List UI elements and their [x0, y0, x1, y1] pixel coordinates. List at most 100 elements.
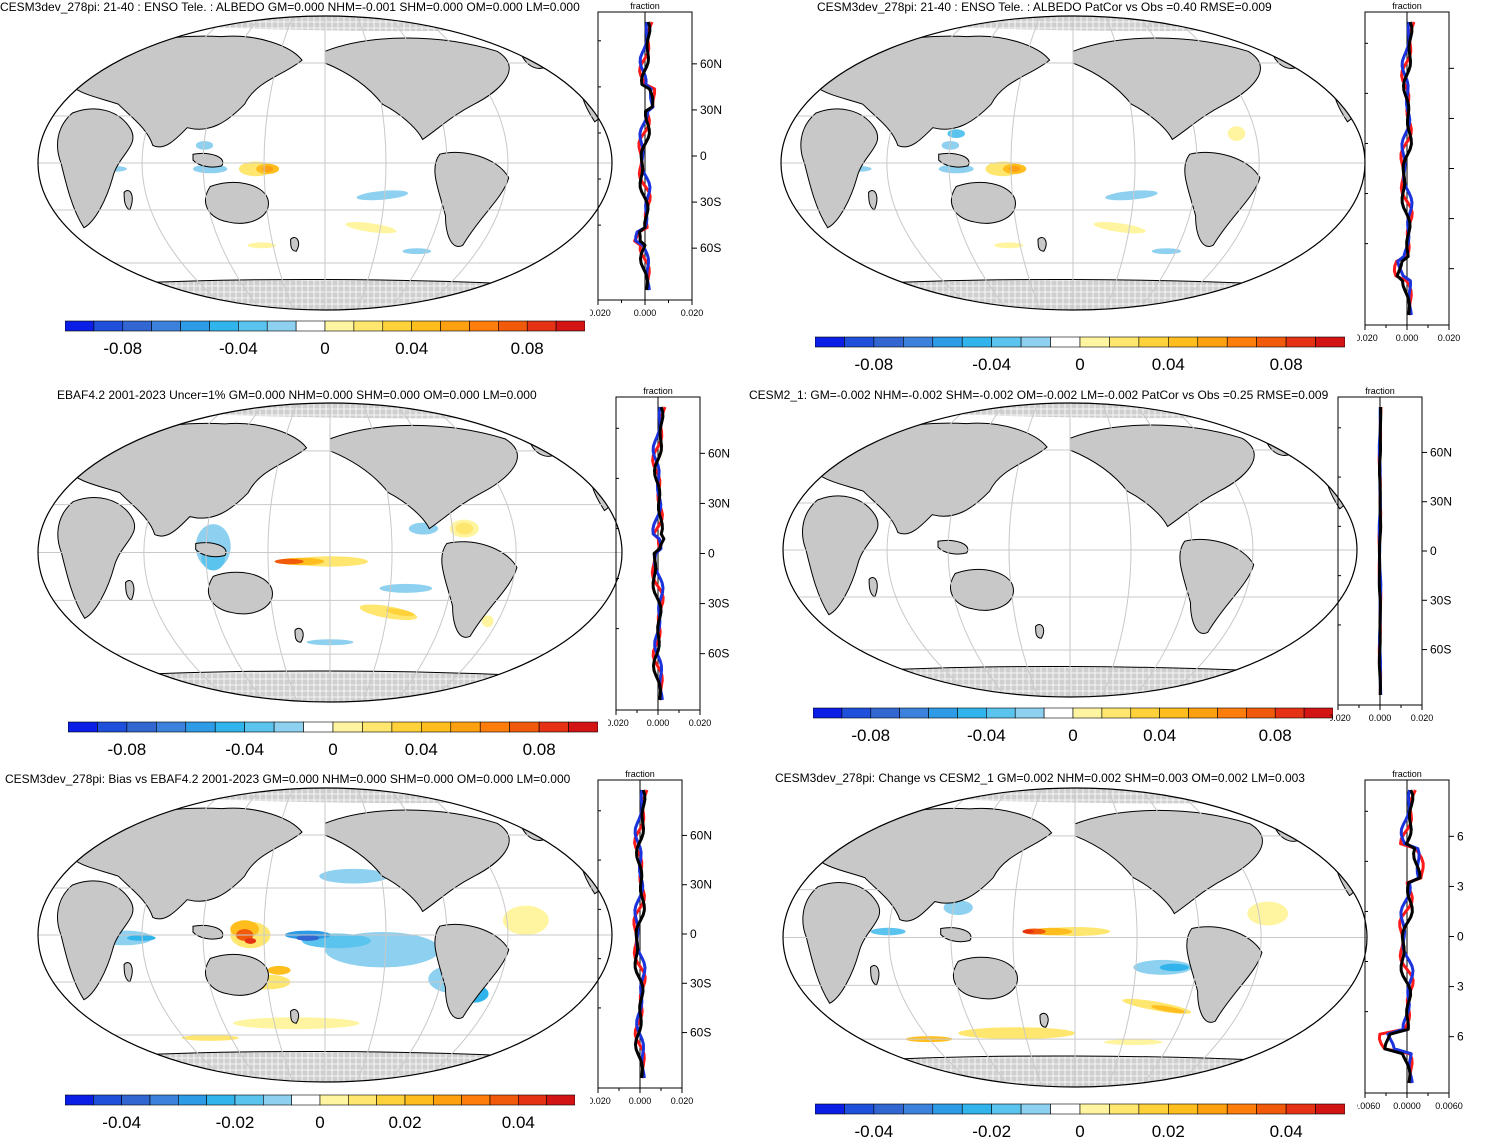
colorbar-swatch	[348, 1094, 377, 1106]
colorbar-swatch	[1079, 336, 1110, 348]
y-tick-label: 60N	[1430, 445, 1452, 459]
profile-line-obs	[633, 789, 647, 1079]
colorbar-label: 0.08	[523, 740, 556, 759]
anomaly-patch	[947, 129, 965, 139]
landmass	[205, 953, 269, 996]
colorbar-swatch	[126, 721, 157, 733]
panel-title: CESM3dev_278pi: Bias vs EBAF4.2 2001-202…	[5, 772, 571, 786]
panel-title: CESM3dev_278pi: Change vs CESM2_1 GM=0.0…	[775, 771, 1305, 785]
anomaly-patch	[356, 190, 409, 201]
colorbar-label: 0	[328, 740, 337, 759]
colorbar-swatch	[1188, 707, 1218, 719]
landmass	[800, 108, 879, 229]
profile-line-mean	[651, 406, 666, 701]
x-tick-label: 0.020	[671, 1096, 694, 1106]
anomaly-patch	[1159, 963, 1189, 972]
landmass	[290, 1009, 300, 1024]
longitude-line	[886, 403, 974, 697]
x-tick-label: 0.0060	[1435, 1101, 1463, 1111]
anomaly-patch	[1104, 1039, 1163, 1046]
landmass	[802, 882, 881, 1004]
profile-title: fraction	[1392, 1, 1422, 11]
colorbar-swatch	[546, 1094, 575, 1106]
colorbar-swatch	[332, 721, 363, 733]
y-tick-label: 60N	[708, 446, 730, 460]
colorbar-swatch	[214, 721, 245, 733]
longitude-line	[1101, 403, 1132, 697]
colorbar-label: 0.04	[405, 740, 438, 759]
anomaly-patch	[345, 222, 397, 234]
colorbar-label: -0.08	[851, 726, 890, 745]
x-tick-label: -0.020	[1330, 713, 1351, 723]
world-map	[780, 15, 1366, 311]
colorbar: -0.08 -0.04 0 0.04 0.08	[68, 721, 598, 759]
landmass	[205, 181, 269, 224]
colorbar-swatch	[65, 1094, 94, 1106]
profile-line-mean	[638, 21, 655, 291]
colorbar-swatch	[1109, 1103, 1140, 1115]
map-border	[37, 402, 623, 703]
colorbar-swatch	[1197, 1103, 1228, 1115]
y-tick-label: 30S	[1430, 593, 1451, 607]
colorbar-label: 0.04	[502, 1113, 535, 1132]
colorbar-swatch	[1315, 1103, 1345, 1115]
anomaly-patch	[1093, 221, 1146, 234]
longitude-line	[888, 788, 977, 1087]
colorbar-swatch	[870, 707, 900, 719]
panel-model-patcor: CESM3dev_278pi: 21-40 : ENSO Tele. : ALB…	[745, 0, 1489, 374]
colorbar-swatch	[1043, 707, 1074, 719]
y-tick-label: 30N	[708, 496, 730, 510]
anomaly-patch	[359, 604, 418, 621]
colorbar-swatch	[469, 320, 499, 332]
longitude-line	[267, 403, 298, 702]
colorbar-swatch	[1285, 1103, 1316, 1115]
landmass	[441, 541, 518, 638]
colorbar-swatch	[291, 1094, 321, 1106]
landmass	[290, 237, 300, 252]
zonal-profile: fraction -0.0060 0.0000 0.0060 6 3 0 3 6	[1357, 769, 1464, 1111]
colorbar-swatch	[178, 1094, 207, 1106]
y-tick-label: 60S	[690, 1026, 711, 1040]
longitude-line	[389, 16, 448, 310]
x-tick-label: 0.000	[629, 1096, 652, 1106]
longitude-line	[143, 403, 232, 702]
colorbar: -0.04 -0.02 0 0.02 0.04	[815, 1103, 1345, 1141]
colorbar-swatch	[844, 336, 875, 348]
colorbar-swatch	[873, 336, 904, 348]
colorbar-swatch	[295, 320, 326, 332]
colorbar-swatch	[1315, 336, 1345, 348]
colorbar-swatch	[151, 320, 181, 332]
colorbar-swatch	[1217, 707, 1247, 719]
colorbar-swatch	[273, 721, 304, 733]
arctic-hatch	[210, 16, 555, 32]
longitude-line	[263, 16, 294, 310]
colorbar-swatch	[362, 721, 393, 733]
longitude-line	[886, 16, 975, 310]
colorbar-swatch	[149, 1094, 179, 1106]
colorbar-swatch	[122, 320, 152, 332]
world-map	[782, 787, 1368, 1088]
colorbar-label: 0.08	[1270, 355, 1303, 374]
arctic-hatch	[955, 403, 1300, 419]
landmass	[1184, 151, 1261, 247]
colorbar-swatch	[97, 721, 128, 733]
colorbar-swatch	[461, 1094, 491, 1106]
colorbar-label: 0.04	[1270, 1122, 1303, 1141]
colorbar-swatch	[899, 707, 929, 719]
colorbar-swatch	[1050, 336, 1081, 348]
landmass	[1037, 237, 1047, 252]
x-tick-label: 0.000	[1369, 713, 1392, 723]
y-tick-label: 0	[1430, 544, 1437, 558]
y-tick-label: 0	[700, 149, 707, 163]
panel-bias: CESM3dev_278pi: Bias vs EBAF4.2 2001-202…	[0, 768, 745, 1139]
colorbar-swatch	[180, 320, 210, 332]
landmass	[1179, 538, 1255, 634]
anomaly-patch	[502, 905, 549, 935]
arctic-hatch	[958, 788, 1309, 804]
colorbar-swatch	[234, 1094, 264, 1106]
y-tick-label: 60S	[708, 647, 729, 661]
panel-title: EBAF4.2 2001-2023 Uncer=1% GM=0.000 NHM=…	[57, 388, 537, 402]
colorbar-swatch	[1138, 336, 1169, 348]
colorbar-swatch	[1014, 707, 1045, 719]
anomaly-patch	[1105, 190, 1158, 201]
